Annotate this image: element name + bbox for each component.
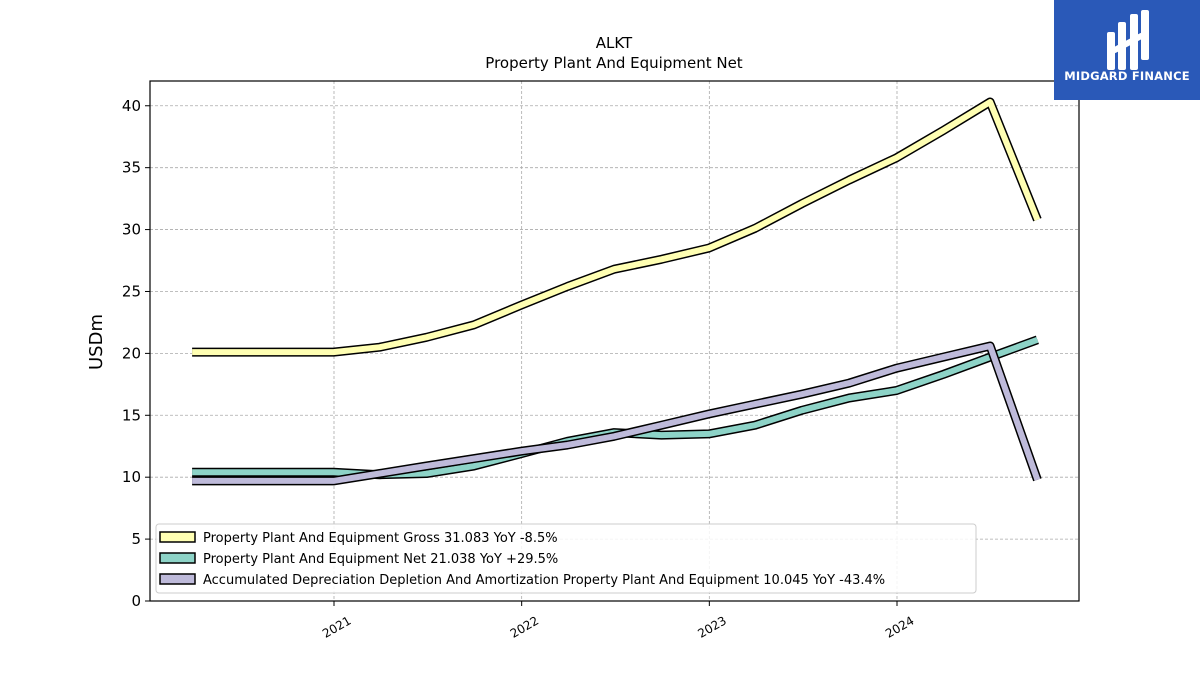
chart-title: ALKT bbox=[596, 34, 633, 52]
legend: Property Plant And Equipment Gross 31.08… bbox=[155, 523, 977, 594]
series-2 bbox=[192, 335, 1039, 480]
legend-swatch bbox=[159, 531, 196, 543]
legend-label: Accumulated Depreciation Depletion And A… bbox=[203, 573, 885, 588]
x-tick-label: 2022 bbox=[508, 613, 541, 640]
y-tick-label: 25 bbox=[122, 282, 141, 300]
chart-subtitle: Property Plant And Equipment Net bbox=[485, 54, 742, 72]
x-tick-label: 2021 bbox=[320, 613, 353, 640]
series-1 bbox=[192, 97, 1042, 357]
plot-frame bbox=[149, 80, 1080, 602]
series-layer bbox=[192, 97, 1042, 486]
y-tick-label: 30 bbox=[122, 221, 141, 239]
series-line-outline bbox=[192, 335, 1039, 480]
x-axis: 2021 2022 2023 2024 bbox=[320, 601, 917, 641]
series-line bbox=[192, 99, 1041, 356]
y-tick-label: 0 bbox=[131, 592, 141, 610]
y-tick-label: 5 bbox=[131, 530, 141, 548]
legend-label: Property Plant And Equipment Net 21.038 … bbox=[203, 552, 558, 567]
x-tick-label: 2024 bbox=[883, 613, 916, 640]
series-line bbox=[192, 343, 1041, 484]
y-tick-label: 15 bbox=[122, 406, 141, 424]
series-line-outline bbox=[192, 97, 1042, 357]
midgard-logo-icon bbox=[1107, 10, 1149, 70]
legend-swatch bbox=[159, 573, 196, 585]
x-tick-label: 2023 bbox=[695, 613, 728, 640]
series-3 bbox=[192, 341, 1042, 486]
y-tick-label: 35 bbox=[122, 159, 141, 177]
logo-text: MIDGARD FINANCE bbox=[1064, 69, 1190, 83]
y-tick-label: 40 bbox=[122, 97, 141, 115]
y-axis: 0 5 10 15 20 25 30 35 40 bbox=[122, 97, 150, 610]
y-axis-label: USDm bbox=[86, 314, 107, 370]
brand-logo: MIDGARD FINANCE bbox=[1054, 0, 1200, 100]
y-tick-label: 10 bbox=[122, 468, 141, 486]
legend-label: Property Plant And Equipment Gross 31.08… bbox=[203, 531, 558, 546]
legend-box bbox=[155, 523, 977, 594]
legend-swatch bbox=[159, 552, 196, 564]
y-tick-label: 20 bbox=[122, 344, 141, 362]
series-line bbox=[192, 336, 1039, 478]
grid bbox=[150, 81, 1079, 602]
